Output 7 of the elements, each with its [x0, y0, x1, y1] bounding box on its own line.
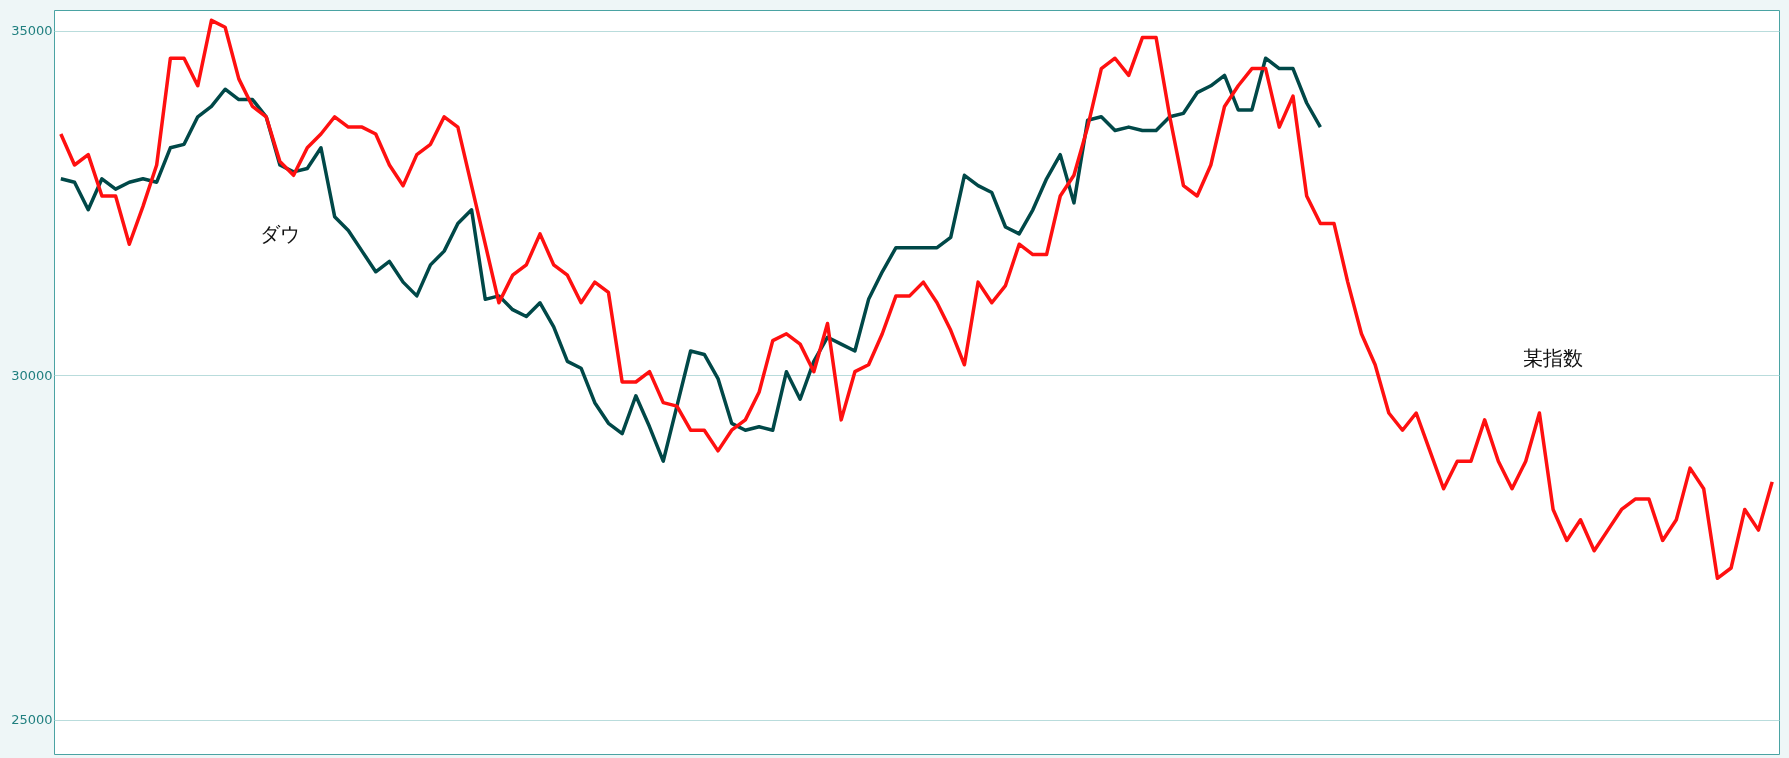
series-label: ダウ: [259, 222, 300, 246]
text: 某指数: [1523, 346, 1584, 371]
line-series: [59, 18, 1774, 581]
y-tick-label: 35000: [11, 23, 53, 39]
y-tick-label: 30000: [11, 367, 53, 383]
line-series: [59, 56, 1323, 463]
y-tick-label: 25000: [11, 712, 53, 728]
